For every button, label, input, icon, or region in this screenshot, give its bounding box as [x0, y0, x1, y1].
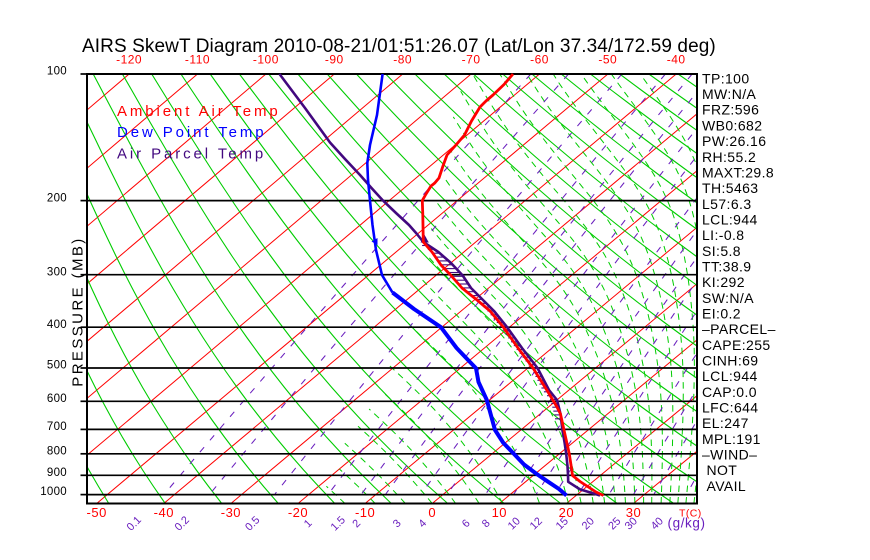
svg-text:KI:292: KI:292 [702, 274, 745, 290]
svg-text:LCL:944: LCL:944 [702, 211, 758, 227]
svg-text:CINH:69: CINH:69 [702, 353, 758, 369]
svg-text:–WIND–: –WIND– [702, 447, 757, 463]
svg-text:-30: -30 [221, 505, 241, 520]
svg-text:SW:N/A: SW:N/A [702, 290, 754, 306]
svg-text:10: 10 [492, 505, 507, 520]
svg-text:-110: -110 [185, 53, 210, 67]
svg-text:LI:-0.8: LI:-0.8 [702, 227, 745, 243]
svg-text:-10: -10 [355, 505, 375, 520]
svg-text:30: 30 [626, 505, 641, 520]
svg-text:300: 300 [47, 266, 67, 278]
svg-text:MPL:191: MPL:191 [702, 431, 761, 447]
svg-text:PW:26.16: PW:26.16 [702, 133, 766, 149]
svg-text:1000: 1000 [40, 486, 67, 498]
svg-text:20: 20 [559, 505, 574, 520]
svg-text:100: 100 [47, 66, 67, 78]
svg-text:0: 0 [428, 505, 436, 520]
svg-text:Dew Point Temp: Dew Point Temp [117, 124, 267, 141]
svg-text:EL:247: EL:247 [702, 415, 749, 431]
svg-text:900: 900 [47, 467, 67, 479]
svg-text:FRZ:596: FRZ:596 [702, 102, 759, 118]
svg-text:-50: -50 [87, 505, 107, 520]
svg-text:EI:0.2: EI:0.2 [702, 306, 741, 322]
svg-text:-80: -80 [393, 53, 412, 67]
svg-text:CAPE:255: CAPE:255 [702, 337, 771, 353]
svg-text:LCL:944: LCL:944 [702, 368, 758, 384]
svg-text:-40: -40 [154, 505, 174, 520]
svg-text:-120: -120 [116, 53, 142, 67]
svg-text:T(C): T(C) [679, 507, 702, 519]
svg-text:-70: -70 [462, 53, 481, 67]
svg-text:200: 200 [47, 192, 67, 204]
svg-text:NOT: NOT [707, 462, 738, 478]
svg-text:TH:5463: TH:5463 [702, 180, 759, 196]
svg-text:MAXT:29.8: MAXT:29.8 [702, 164, 774, 180]
svg-text:-90: -90 [325, 53, 344, 67]
svg-text:-50: -50 [598, 53, 617, 67]
svg-text:LFC:644: LFC:644 [702, 400, 759, 416]
svg-text:Ambient Air Temp: Ambient Air Temp [117, 103, 281, 120]
svg-text:MW:N/A: MW:N/A [702, 86, 757, 102]
svg-text:–PARCEL–: –PARCEL– [702, 321, 776, 337]
svg-text:RH:55.2: RH:55.2 [702, 149, 756, 165]
svg-text:-60: -60 [530, 53, 549, 67]
svg-text:-100: -100 [253, 53, 279, 67]
svg-text:Air Parcel Temp: Air Parcel Temp [117, 145, 266, 162]
svg-text:PRESSURE (MB): PRESSURE (MB) [69, 236, 86, 386]
svg-text:(g/kg): (g/kg) [668, 516, 706, 531]
svg-text:L57:6.3: L57:6.3 [702, 196, 752, 212]
svg-text:-20: -20 [288, 505, 308, 520]
svg-text:-40: -40 [667, 53, 686, 67]
svg-text:AVAIL: AVAIL [707, 478, 747, 494]
svg-text:500: 500 [47, 360, 67, 372]
svg-text:600: 600 [47, 393, 67, 405]
svg-text:SI:5.8: SI:5.8 [702, 243, 741, 259]
svg-text:800: 800 [47, 446, 67, 458]
svg-text:AIRS SkewT Diagram 2010-08-21/: AIRS SkewT Diagram 2010-08-21/01:51:26.0… [82, 36, 716, 57]
svg-text:TT:38.9: TT:38.9 [702, 258, 752, 274]
svg-text:TP:100: TP:100 [702, 70, 750, 86]
svg-text:CAP:0.0: CAP:0.0 [702, 384, 757, 400]
svg-text:400: 400 [47, 319, 67, 331]
svg-text:700: 700 [47, 421, 67, 433]
svg-text:WB0:682: WB0:682 [702, 117, 762, 133]
